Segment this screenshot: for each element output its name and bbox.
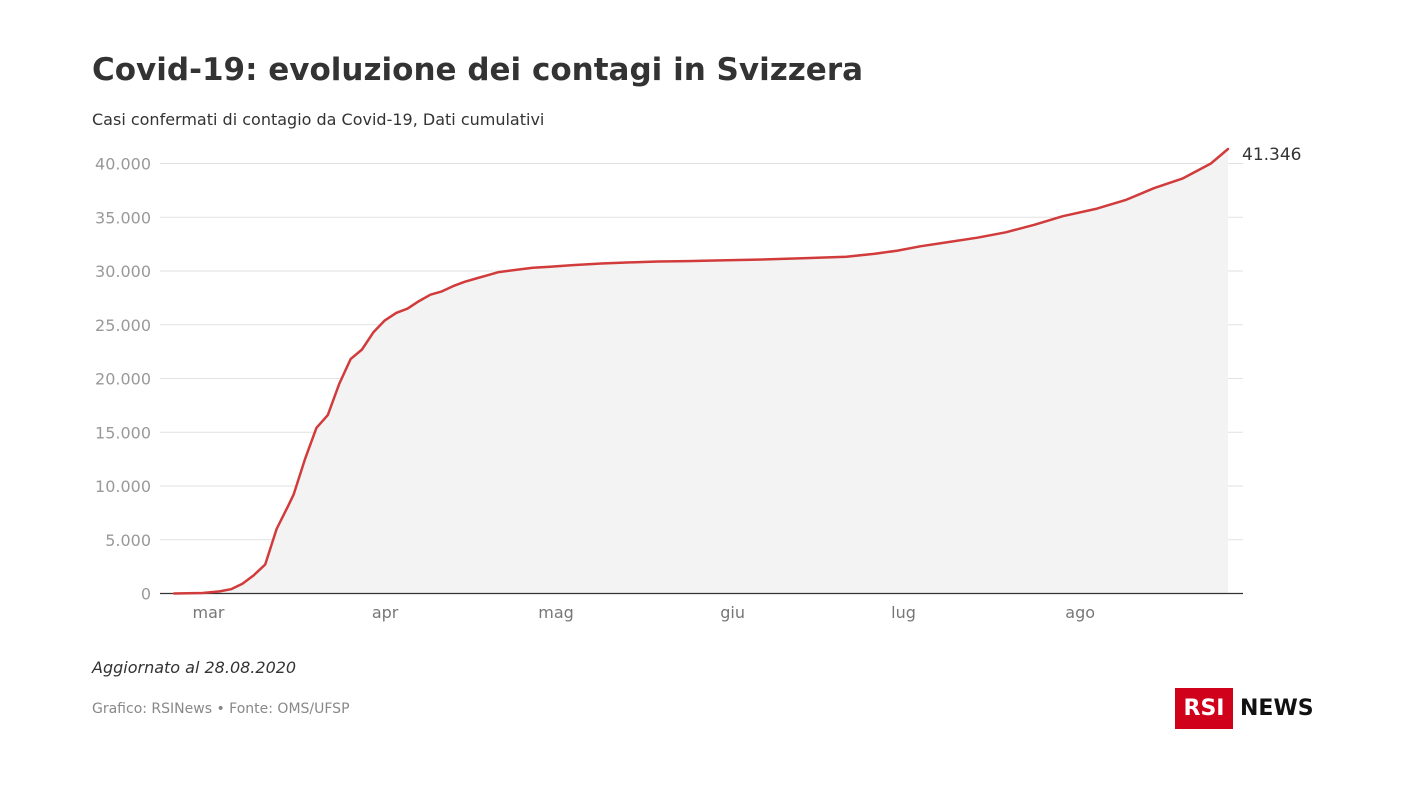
y-tick-label: 25.000 bbox=[95, 316, 151, 335]
y-tick-label: 35.000 bbox=[95, 208, 151, 227]
y-tick-label: 10.000 bbox=[95, 477, 151, 496]
x-tick-label: mar bbox=[193, 603, 225, 622]
series-line bbox=[172, 147, 1230, 595]
end-value-label: 41.346 bbox=[1242, 145, 1301, 165]
x-tick-label: mag bbox=[538, 603, 574, 622]
chart-subtitle: Casi confermati di contagio da Covid-19,… bbox=[92, 110, 545, 129]
y-tick-label: 15.000 bbox=[95, 423, 151, 442]
y-tick-label: 0 bbox=[141, 585, 151, 604]
area-fill bbox=[174, 149, 1228, 594]
x-tick-label: ago bbox=[1065, 603, 1095, 622]
rsi-logo-box: RSI bbox=[1175, 688, 1233, 729]
y-tick-label: 40.000 bbox=[95, 155, 151, 174]
x-tick-label: lug bbox=[891, 603, 916, 622]
series-line-layer bbox=[172, 147, 1230, 595]
y-tick-label: 20.000 bbox=[95, 370, 151, 389]
news-logo-text: NEWS bbox=[1240, 696, 1314, 721]
source-credit: Grafico: RSINews • Fonte: OMS/UFSP bbox=[92, 701, 350, 717]
x-tick-label: giu bbox=[720, 603, 745, 622]
labels: 0 5.000 10.000 15.000 20.000 25.000 30.000 35.0… bbox=[95, 145, 1301, 622]
updated-date: Aggiornato al 28.08.2020 bbox=[92, 658, 297, 677]
x-tick-label: apr bbox=[372, 603, 399, 622]
rsi-news-logo: RSI NEWS bbox=[1175, 688, 1314, 729]
y-tick-label: 5.000 bbox=[105, 531, 151, 550]
chart-title: Covid-19: evoluzione dei contagi in Sviz… bbox=[92, 52, 864, 88]
y-tick-label: 30.000 bbox=[95, 262, 151, 281]
area-layer bbox=[174, 149, 1228, 594]
